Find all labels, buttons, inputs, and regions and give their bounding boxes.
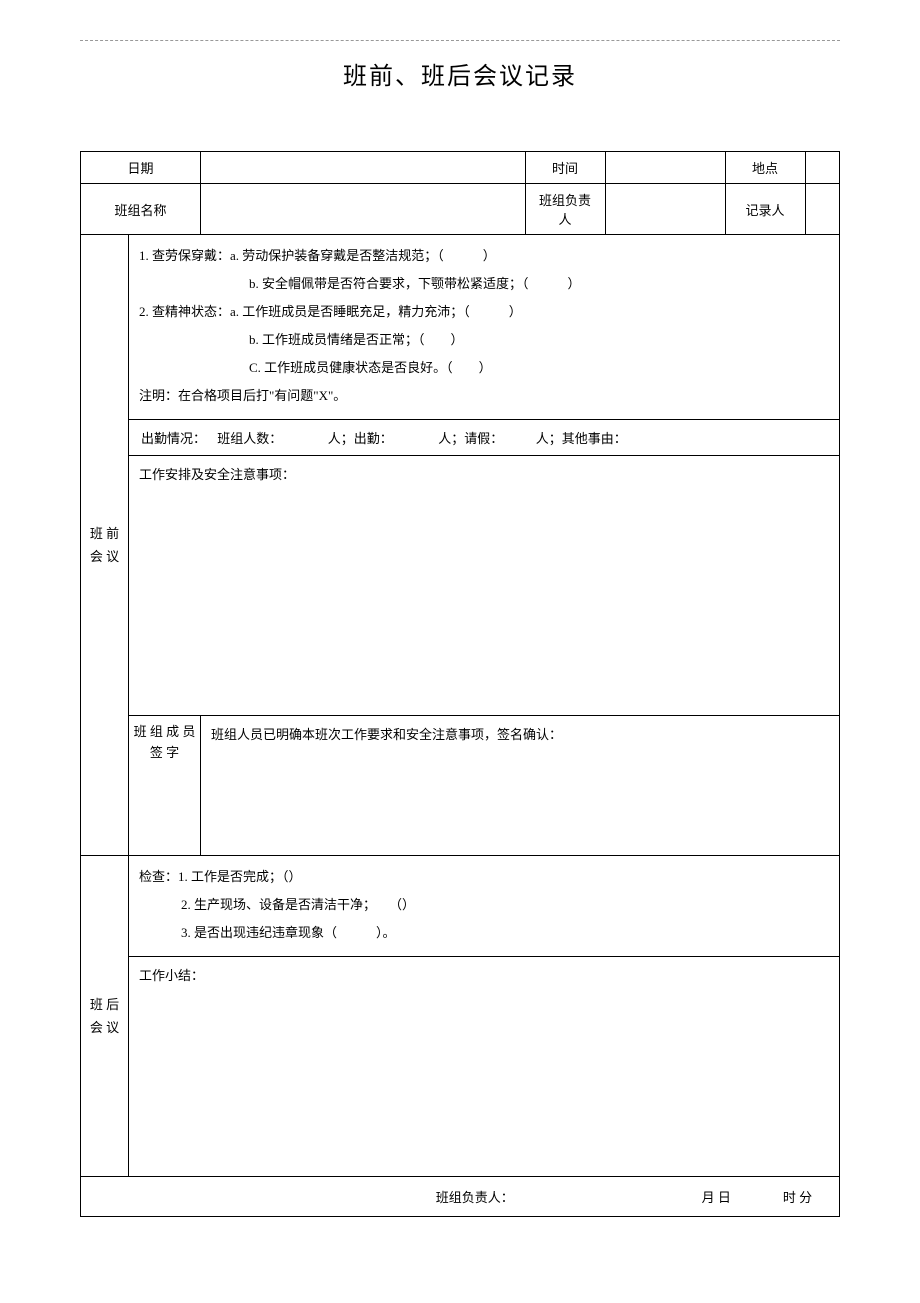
attendance-text: 班组人数： 人；出勤： 人；请假： 人；其他事由：	[217, 431, 627, 446]
summary-label: 工作小结：	[139, 968, 204, 983]
attendance-cell: 出勤情况： 班组人数： 人；出勤： 人；请假： 人；其他事由：	[129, 420, 840, 456]
check1-a: 1. 查劳保穿戴：a. 劳动保护装备穿戴是否整洁规范；（ ）	[139, 243, 829, 269]
date-value[interactable]	[201, 152, 526, 184]
footer-cell: 班组负责人： 月 日 时 分	[81, 1177, 840, 1217]
footer-date-parts: 月 日 时 分	[517, 1187, 812, 1206]
summary-cell[interactable]: 工作小结：	[129, 957, 840, 1177]
post-check1: 检查：1. 工作是否完成；（）	[139, 864, 829, 890]
location-value[interactable]	[805, 152, 839, 184]
post-check2: 2. 生产现场、设备是否清洁干净； （）	[139, 892, 829, 918]
check2-c: C. 工作班成员健康状态是否良好。（ ）	[139, 355, 829, 381]
post-check3: 3. 是否出现违纪违章现象（ ）。	[139, 920, 829, 946]
team-leader-label: 班组负责人	[525, 184, 605, 235]
summary-row: 工作小结：	[81, 957, 840, 1177]
check-note: 注明：在合格项目后打"有问题"X"。	[139, 383, 829, 409]
work-arrange-cell[interactable]: 工作安排及安全注意事项：	[129, 456, 840, 716]
team-leader-value[interactable]	[605, 184, 725, 235]
time-label: 时间	[525, 152, 605, 184]
sign-content[interactable]: 班组人员已明确本班次工作要求和安全注意事项，签名确认：	[201, 716, 840, 856]
check2-a: 2. 查精神状态：a. 工作班成员是否睡眠充足，精力充沛；（ ）	[139, 299, 829, 325]
pre-meeting-label: 班 前 会 议	[81, 235, 129, 856]
signature-row: 班 组 成 员 签 字 班组人员已明确本班次工作要求和安全注意事项，签名确认：	[81, 716, 840, 856]
document-title: 班前、班后会议记录	[80, 56, 840, 91]
post-check-content: 检查：1. 工作是否完成；（） 2. 生产现场、设备是否清洁干净； （） 3. …	[129, 856, 840, 957]
header-row-1: 日期 时间 地点	[81, 152, 840, 184]
post-meeting-check-row: 班 后 会 议 检查：1. 工作是否完成；（） 2. 生产现场、设备是否清洁干净…	[81, 856, 840, 957]
work-arrange-label: 工作安排及安全注意事项：	[139, 467, 295, 482]
meeting-form-table: 日期 时间 地点 班组名称 班组负责人 记录人 班 前 会 议 1. 查劳保穿戴…	[80, 151, 840, 1217]
sign-text: 班组人员已明确本班次工作要求和安全注意事项，签名确认：	[211, 727, 562, 742]
work-arrange-row: 工作安排及安全注意事项：	[81, 456, 840, 716]
team-name-value[interactable]	[201, 184, 526, 235]
header-row-2: 班组名称 班组负责人 记录人	[81, 184, 840, 235]
pre-meeting-check-row: 班 前 会 议 1. 查劳保穿戴：a. 劳动保护装备穿戴是否整洁规范；（ ） b…	[81, 235, 840, 420]
pre-check-content: 1. 查劳保穿戴：a. 劳动保护装备穿戴是否整洁规范；（ ） b. 安全帽佩带是…	[129, 235, 840, 420]
date-label: 日期	[81, 152, 201, 184]
recorder-value[interactable]	[805, 184, 839, 235]
attendance-label: 出勤情况：	[141, 431, 206, 446]
footer-leader-label: 班组负责人：	[108, 1187, 514, 1206]
check2-b: b. 工作班成员情绪是否正常；（ ）	[139, 327, 829, 353]
location-label: 地点	[725, 152, 805, 184]
time-value[interactable]	[605, 152, 725, 184]
footer-row: 班组负责人： 月 日 时 分	[81, 1177, 840, 1217]
attendance-row: 出勤情况： 班组人数： 人；出勤： 人；请假： 人；其他事由：	[81, 420, 840, 456]
team-name-label: 班组名称	[81, 184, 201, 235]
post-meeting-label: 班 后 会 议	[81, 856, 129, 1177]
sign-label: 班 组 成 员 签 字	[129, 716, 201, 856]
top-divider	[80, 40, 840, 41]
recorder-label: 记录人	[725, 184, 805, 235]
check1-b: b. 安全帽佩带是否符合要求，下颚带松紧适度；（ ）	[139, 271, 829, 297]
